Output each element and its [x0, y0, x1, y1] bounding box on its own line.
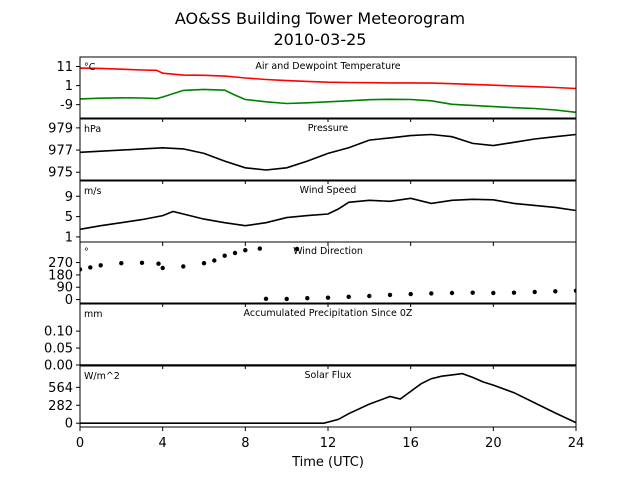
y-tick-label: 0.05	[44, 342, 73, 357]
data-point	[573, 288, 576, 293]
panel-unit: W/m^2	[84, 371, 120, 382]
y-tick-label: 282	[48, 399, 73, 414]
data-point	[212, 258, 217, 263]
data-point	[263, 296, 269, 301]
y-tick-label: 5	[65, 210, 73, 225]
y-tick-label: 90	[56, 281, 73, 296]
panel-unit: °	[84, 247, 89, 258]
data-point	[408, 291, 413, 297]
data-point	[156, 261, 161, 266]
data-point	[325, 295, 331, 300]
series-line-2-0	[80, 197, 576, 231]
y-tick-label: 564	[48, 381, 73, 396]
x-tick-label: 20	[485, 436, 502, 451]
y-tick-label: 11	[56, 60, 73, 75]
x-axis-label: Time (UTC)	[291, 455, 364, 470]
y-tick-label: 1	[65, 230, 73, 245]
panel-title: Wind Direction	[293, 246, 363, 257]
panels-group: 111-9°C Air and Dewpoint Temperature97997…	[44, 56, 577, 432]
data-point	[553, 289, 558, 294]
data-point	[470, 290, 475, 295]
panel-title: Solar Flux	[305, 370, 352, 381]
panel-unit: hPa	[84, 124, 101, 135]
series-line-5-0	[80, 372, 576, 424]
y-tick-label: 0	[65, 293, 73, 308]
series-3-0	[80, 246, 576, 302]
panel-unit: m/s	[84, 186, 101, 197]
data-point	[88, 265, 93, 270]
panel-1: 979 977 975 hPa Pressure	[48, 118, 577, 184]
y-tick-label: 977	[48, 144, 73, 159]
data-point	[201, 261, 207, 266]
y-tick-label: 0.10	[44, 325, 73, 340]
data-point	[232, 250, 238, 256]
x-tick-label: 16	[402, 436, 419, 451]
data-point	[243, 248, 248, 253]
y-tick-label: 270	[48, 256, 73, 271]
series-line-1-0	[80, 133, 576, 171]
x-axis: 0 4 8 12 16 20 24	[76, 436, 584, 451]
data-point	[429, 291, 434, 296]
x-tick-label: 12	[320, 436, 337, 451]
data-point	[98, 263, 103, 268]
y-tick-label: 9	[65, 190, 73, 205]
panel-0: 111-9°C Air and Dewpoint Temperature	[56, 56, 577, 122]
data-point	[491, 290, 496, 296]
data-point	[139, 260, 145, 265]
y-tick-label: 0.00	[44, 359, 73, 374]
panel-2: 9 5 1 m/s Wind Speed	[65, 180, 577, 246]
data-point	[305, 296, 310, 301]
data-point	[119, 261, 124, 266]
y-tick-label: -9	[60, 98, 73, 113]
panel-title: Air and Dewpoint Temperature	[255, 61, 400, 72]
data-point	[160, 265, 165, 271]
y-tick-label: 1	[65, 79, 73, 94]
chart-subtitle: 2010-03-25	[274, 30, 367, 49]
data-point	[387, 292, 393, 298]
data-point	[294, 246, 300, 252]
data-point	[284, 296, 289, 302]
panel-title: Wind Speed	[300, 185, 357, 196]
panel-5: 564 282 0 W/m^2 Solar Flux	[48, 365, 577, 432]
data-point	[532, 289, 537, 295]
data-point	[346, 294, 351, 299]
data-point	[449, 290, 455, 296]
x-tick-label: 8	[241, 436, 249, 451]
data-point	[367, 293, 372, 299]
data-point	[257, 246, 262, 251]
panel-unit: °C	[84, 62, 96, 73]
y-tick-label: 0	[65, 417, 73, 432]
chart-title: AO&SS Building Tower Meteorogram	[175, 9, 465, 28]
y-tick-label: 979	[48, 121, 73, 136]
data-point	[511, 290, 517, 295]
series-line-0-1	[80, 88, 576, 114]
data-point	[181, 264, 186, 269]
x-tick-label: 4	[159, 436, 167, 451]
y-tick-label: 180	[48, 268, 73, 283]
panel-4: 0.10 0.05 0.00 mm Accumulated Precipitation …	[44, 303, 577, 374]
x-tick-label: 0	[76, 436, 84, 451]
series-line-0-0	[80, 67, 576, 90]
panel-unit: mm	[84, 309, 103, 320]
x-tick-label: 24	[568, 436, 585, 451]
panel-title: Accumulated Precipitation Since 0Z	[244, 308, 413, 319]
data-point	[80, 267, 83, 272]
y-tick-label: 975	[48, 166, 73, 181]
panel-title: Pressure	[308, 123, 349, 134]
data-point	[222, 253, 227, 258]
